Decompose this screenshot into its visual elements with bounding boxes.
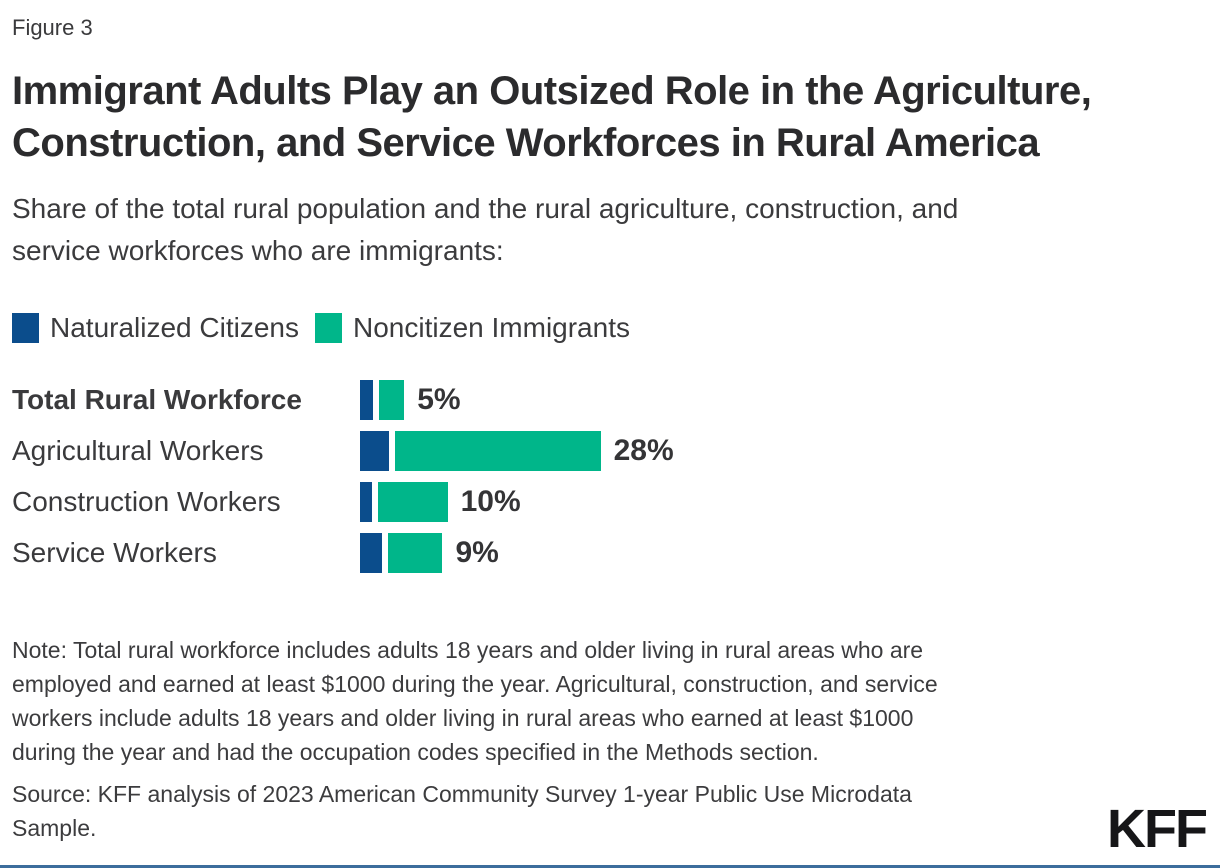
category-label: Construction Workers bbox=[12, 485, 281, 517]
bar-track: 10% bbox=[360, 481, 521, 522]
category-label: Agricultural Workers bbox=[12, 434, 264, 466]
footer-accent-line bbox=[0, 865, 1220, 868]
figure-subtitle: Share of the total rural population and … bbox=[12, 192, 959, 266]
total-percent-label: 9% bbox=[455, 535, 499, 569]
legend-item: Naturalized Citizens bbox=[12, 312, 299, 344]
legend-item-label: Noncitizen Immigrants bbox=[353, 311, 630, 343]
bar-track: 28% bbox=[360, 430, 674, 471]
noncitizen-bar-segment bbox=[378, 379, 405, 420]
legend-item-label: Naturalized Citizens bbox=[50, 311, 299, 343]
legend-item: Noncitizen Immigrants bbox=[315, 312, 630, 344]
figure-title: Immigrant Adults Play an Outsized Role i… bbox=[12, 68, 1092, 165]
kff-logo: KFF bbox=[1107, 799, 1208, 859]
total-percent-label: 28% bbox=[613, 433, 674, 467]
chart-row: Total Rural Workforce 5% bbox=[12, 379, 1206, 420]
noncitizen-immigrants-swatch-icon bbox=[315, 312, 342, 343]
noncitizen-bar-segment bbox=[388, 532, 443, 573]
bar-track: 9% bbox=[360, 532, 499, 573]
bar-track: 5% bbox=[360, 379, 461, 420]
chart-row: Service Workers 9% bbox=[12, 532, 1206, 573]
naturalized-bar-segment bbox=[360, 532, 383, 573]
legend: Naturalized Citizens Noncitizen Immigrant… bbox=[12, 312, 1206, 344]
total-percent-label: 10% bbox=[460, 484, 521, 518]
source-text: Source: KFF analysis of 2023 American Co… bbox=[12, 780, 912, 841]
figure-number-label: Figure 3 bbox=[12, 15, 93, 40]
category-label: Total Rural Workforce bbox=[12, 383, 302, 415]
note-text: Note: Total rural workforce includes adu… bbox=[12, 636, 938, 765]
naturalized-bar-segment bbox=[360, 379, 373, 420]
naturalized-bar-segment bbox=[360, 430, 389, 471]
bar-chart: Total Rural Workforce 5% Agricultural Work… bbox=[12, 379, 1206, 573]
naturalized-citizens-swatch-icon bbox=[12, 312, 39, 343]
chart-row: Construction Workers 10% bbox=[12, 481, 1206, 522]
category-label: Service Workers bbox=[12, 536, 217, 568]
noncitizen-bar-segment bbox=[377, 481, 448, 522]
noncitizen-bar-segment bbox=[394, 430, 601, 471]
chart-row: Agricultural Workers 28% bbox=[12, 430, 1206, 471]
naturalized-bar-segment bbox=[360, 481, 372, 522]
total-percent-label: 5% bbox=[417, 382, 461, 416]
